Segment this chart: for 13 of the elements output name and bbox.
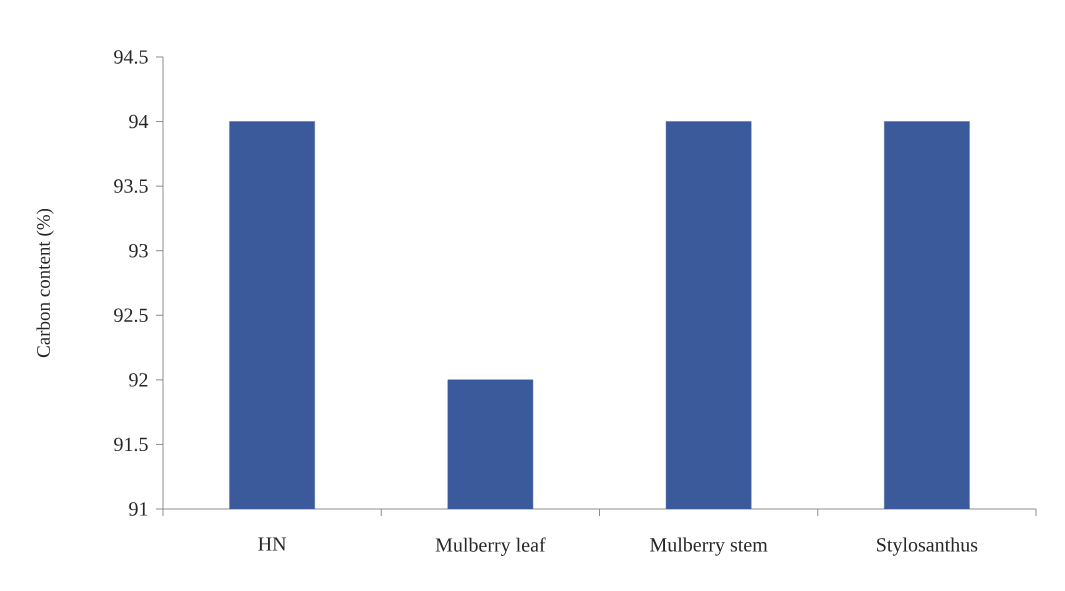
y-axis-title: Carbon content (%) [36,208,54,358]
y-tick-label: 91.5 [114,437,148,452]
y-tick-label: 94.5 [114,50,148,64]
y-tick-label: 93.5 [114,179,148,193]
y-tick-label: 93 [129,243,148,258]
y-tick-label: 92 [129,373,148,387]
y-tick-label: 92.5 [114,308,148,323]
y-tick-label: 94 [129,114,149,129]
y-tick-label: 91 [129,502,148,516]
x-tick-label: Mulberry stem [650,537,768,556]
x-tick-label: HN [258,537,287,551]
x-tick-label: Mulberry leaf [435,537,546,556]
x-tick-label: Stylosanthus [877,537,978,556]
